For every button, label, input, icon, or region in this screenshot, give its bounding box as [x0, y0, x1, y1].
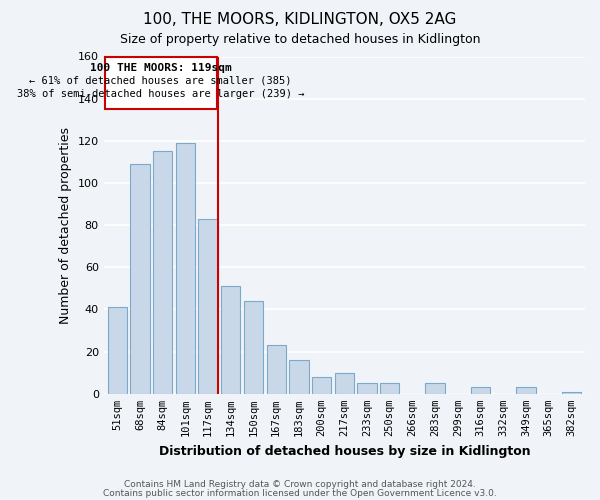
Y-axis label: Number of detached properties: Number of detached properties	[59, 126, 72, 324]
FancyBboxPatch shape	[105, 56, 217, 109]
Bar	[471, 388, 490, 394]
Bar	[517, 388, 536, 394]
Bar	[335, 372, 354, 394]
Bar	[358, 384, 377, 394]
Text: Contains HM Land Registry data © Crown copyright and database right 2024.: Contains HM Land Registry data © Crown c…	[124, 480, 476, 489]
Bar	[266, 346, 286, 394]
Bar	[244, 301, 263, 394]
Text: ← 61% of detached houses are smaller (385): ← 61% of detached houses are smaller (38…	[29, 76, 292, 86]
Bar	[199, 219, 218, 394]
Bar	[380, 384, 400, 394]
X-axis label: Distribution of detached houses by size in Kidlington: Distribution of detached houses by size …	[158, 444, 530, 458]
Text: 100, THE MOORS, KIDLINGTON, OX5 2AG: 100, THE MOORS, KIDLINGTON, OX5 2AG	[143, 12, 457, 28]
Bar	[176, 143, 195, 394]
Bar	[562, 392, 581, 394]
Text: 100 THE MOORS: 119sqm: 100 THE MOORS: 119sqm	[90, 63, 232, 73]
Bar	[221, 286, 241, 394]
Text: 38% of semi-detached houses are larger (239) →: 38% of semi-detached houses are larger (…	[17, 89, 304, 99]
Text: Size of property relative to detached houses in Kidlington: Size of property relative to detached ho…	[120, 32, 480, 46]
Bar	[289, 360, 308, 394]
Bar	[312, 377, 331, 394]
Bar	[425, 384, 445, 394]
Text: Contains public sector information licensed under the Open Government Licence v3: Contains public sector information licen…	[103, 489, 497, 498]
Bar	[107, 308, 127, 394]
Bar	[130, 164, 149, 394]
Bar	[153, 152, 172, 394]
